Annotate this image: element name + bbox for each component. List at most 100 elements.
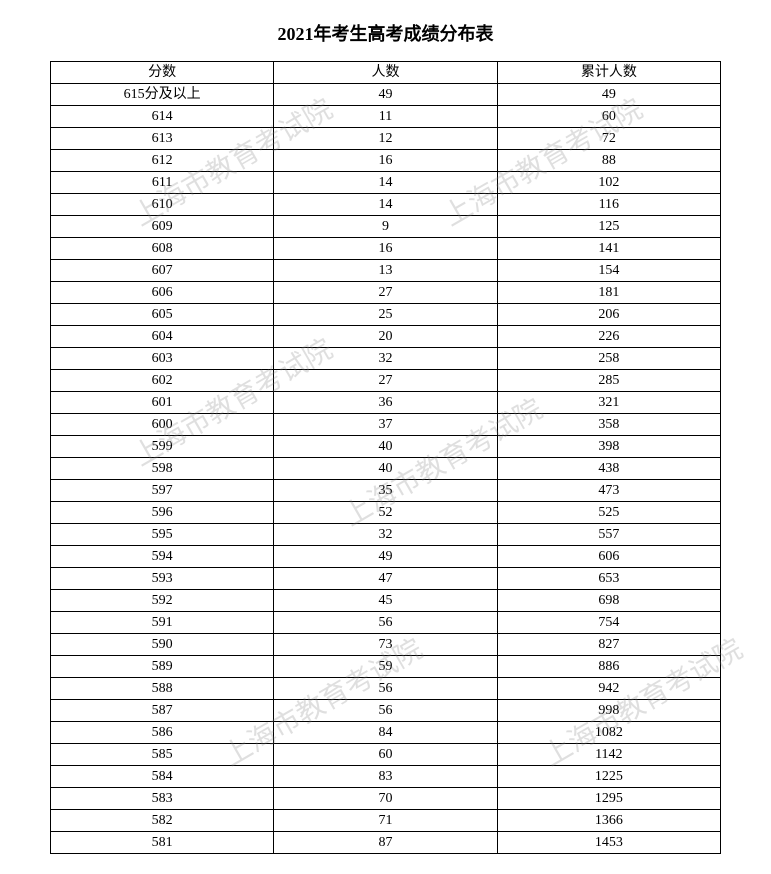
column-header-score: 分数 [51,62,274,84]
cell-count: 32 [274,348,497,370]
cell-total: 358 [497,414,720,436]
cell-count: 14 [274,172,497,194]
cell-score: 595 [51,524,274,546]
cell-score: 589 [51,656,274,678]
table-row: 6099125 [51,216,721,238]
cell-total: 154 [497,260,720,282]
cell-score: 587 [51,700,274,722]
cell-score: 590 [51,634,274,656]
cell-count: 59 [274,656,497,678]
cell-score: 599 [51,436,274,458]
cell-total: 181 [497,282,720,304]
cell-score: 594 [51,546,274,568]
table-row: 59347653 [51,568,721,590]
cell-score: 610 [51,194,274,216]
cell-count: 56 [274,678,497,700]
table-row: 59449606 [51,546,721,568]
table-row: 60525206 [51,304,721,326]
cell-score: 593 [51,568,274,590]
cell-score: 606 [51,282,274,304]
cell-count: 36 [274,392,497,414]
cell-score: 600 [51,414,274,436]
cell-score: 582 [51,810,274,832]
cell-score: 586 [51,722,274,744]
cell-score: 603 [51,348,274,370]
page-title: 2021年考生高考成绩分布表 [50,20,721,46]
cell-count: 56 [274,700,497,722]
table-row: 59532557 [51,524,721,546]
cell-total: 49 [497,84,720,106]
cell-total: 1225 [497,766,720,788]
table-row: 60136321 [51,392,721,414]
cell-count: 32 [274,524,497,546]
cell-total: 1453 [497,832,720,854]
cell-score: 584 [51,766,274,788]
cell-score: 615分及以上 [51,84,274,106]
cell-total: 60 [497,106,720,128]
cell-score: 607 [51,260,274,282]
cell-total: 88 [497,150,720,172]
cell-count: 37 [274,414,497,436]
cell-total: 141 [497,238,720,260]
cell-count: 49 [274,546,497,568]
cell-total: 125 [497,216,720,238]
table-row: 58756998 [51,700,721,722]
cell-count: 49 [274,84,497,106]
cell-count: 25 [274,304,497,326]
cell-total: 473 [497,480,720,502]
cell-total: 1366 [497,810,720,832]
cell-count: 11 [274,106,497,128]
table-row: 60713154 [51,260,721,282]
cell-total: 754 [497,612,720,634]
cell-total: 525 [497,502,720,524]
cell-total: 998 [497,700,720,722]
table-row: 61114102 [51,172,721,194]
table-row: 585601142 [51,744,721,766]
cell-count: 9 [274,216,497,238]
cell-score: 598 [51,458,274,480]
cell-total: 72 [497,128,720,150]
table-row: 59840438 [51,458,721,480]
cell-count: 40 [274,458,497,480]
table-row: 584831225 [51,766,721,788]
table-row: 60816141 [51,238,721,260]
table-row: 59652525 [51,502,721,524]
cell-total: 942 [497,678,720,700]
cell-count: 16 [274,238,497,260]
table-row: 59156754 [51,612,721,634]
cell-count: 83 [274,766,497,788]
cell-count: 47 [274,568,497,590]
table-row: 60227285 [51,370,721,392]
cell-total: 438 [497,458,720,480]
table-header-row: 分数 人数 累计人数 [51,62,721,84]
table-row: 6131272 [51,128,721,150]
cell-score: 596 [51,502,274,524]
table-row: 58856942 [51,678,721,700]
cell-total: 886 [497,656,720,678]
column-header-total: 累计人数 [497,62,720,84]
cell-score: 592 [51,590,274,612]
cell-score: 602 [51,370,274,392]
cell-total: 827 [497,634,720,656]
table-row: 583701295 [51,788,721,810]
cell-count: 16 [274,150,497,172]
cell-score: 612 [51,150,274,172]
cell-count: 84 [274,722,497,744]
cell-score: 585 [51,744,274,766]
cell-count: 87 [274,832,497,854]
cell-score: 614 [51,106,274,128]
cell-count: 20 [274,326,497,348]
cell-count: 40 [274,436,497,458]
table-row: 615分及以上4949 [51,84,721,106]
cell-count: 27 [274,282,497,304]
cell-total: 698 [497,590,720,612]
cell-score: 609 [51,216,274,238]
cell-count: 27 [274,370,497,392]
cell-total: 1295 [497,788,720,810]
table-row: 60420226 [51,326,721,348]
table-container: 上海市教育考试院上海市教育考试院上海市教育考试院上海市教育考试院上海市教育考试院… [50,61,721,854]
table-row: 59940398 [51,436,721,458]
cell-count: 13 [274,260,497,282]
cell-total: 226 [497,326,720,348]
cell-count: 45 [274,590,497,612]
